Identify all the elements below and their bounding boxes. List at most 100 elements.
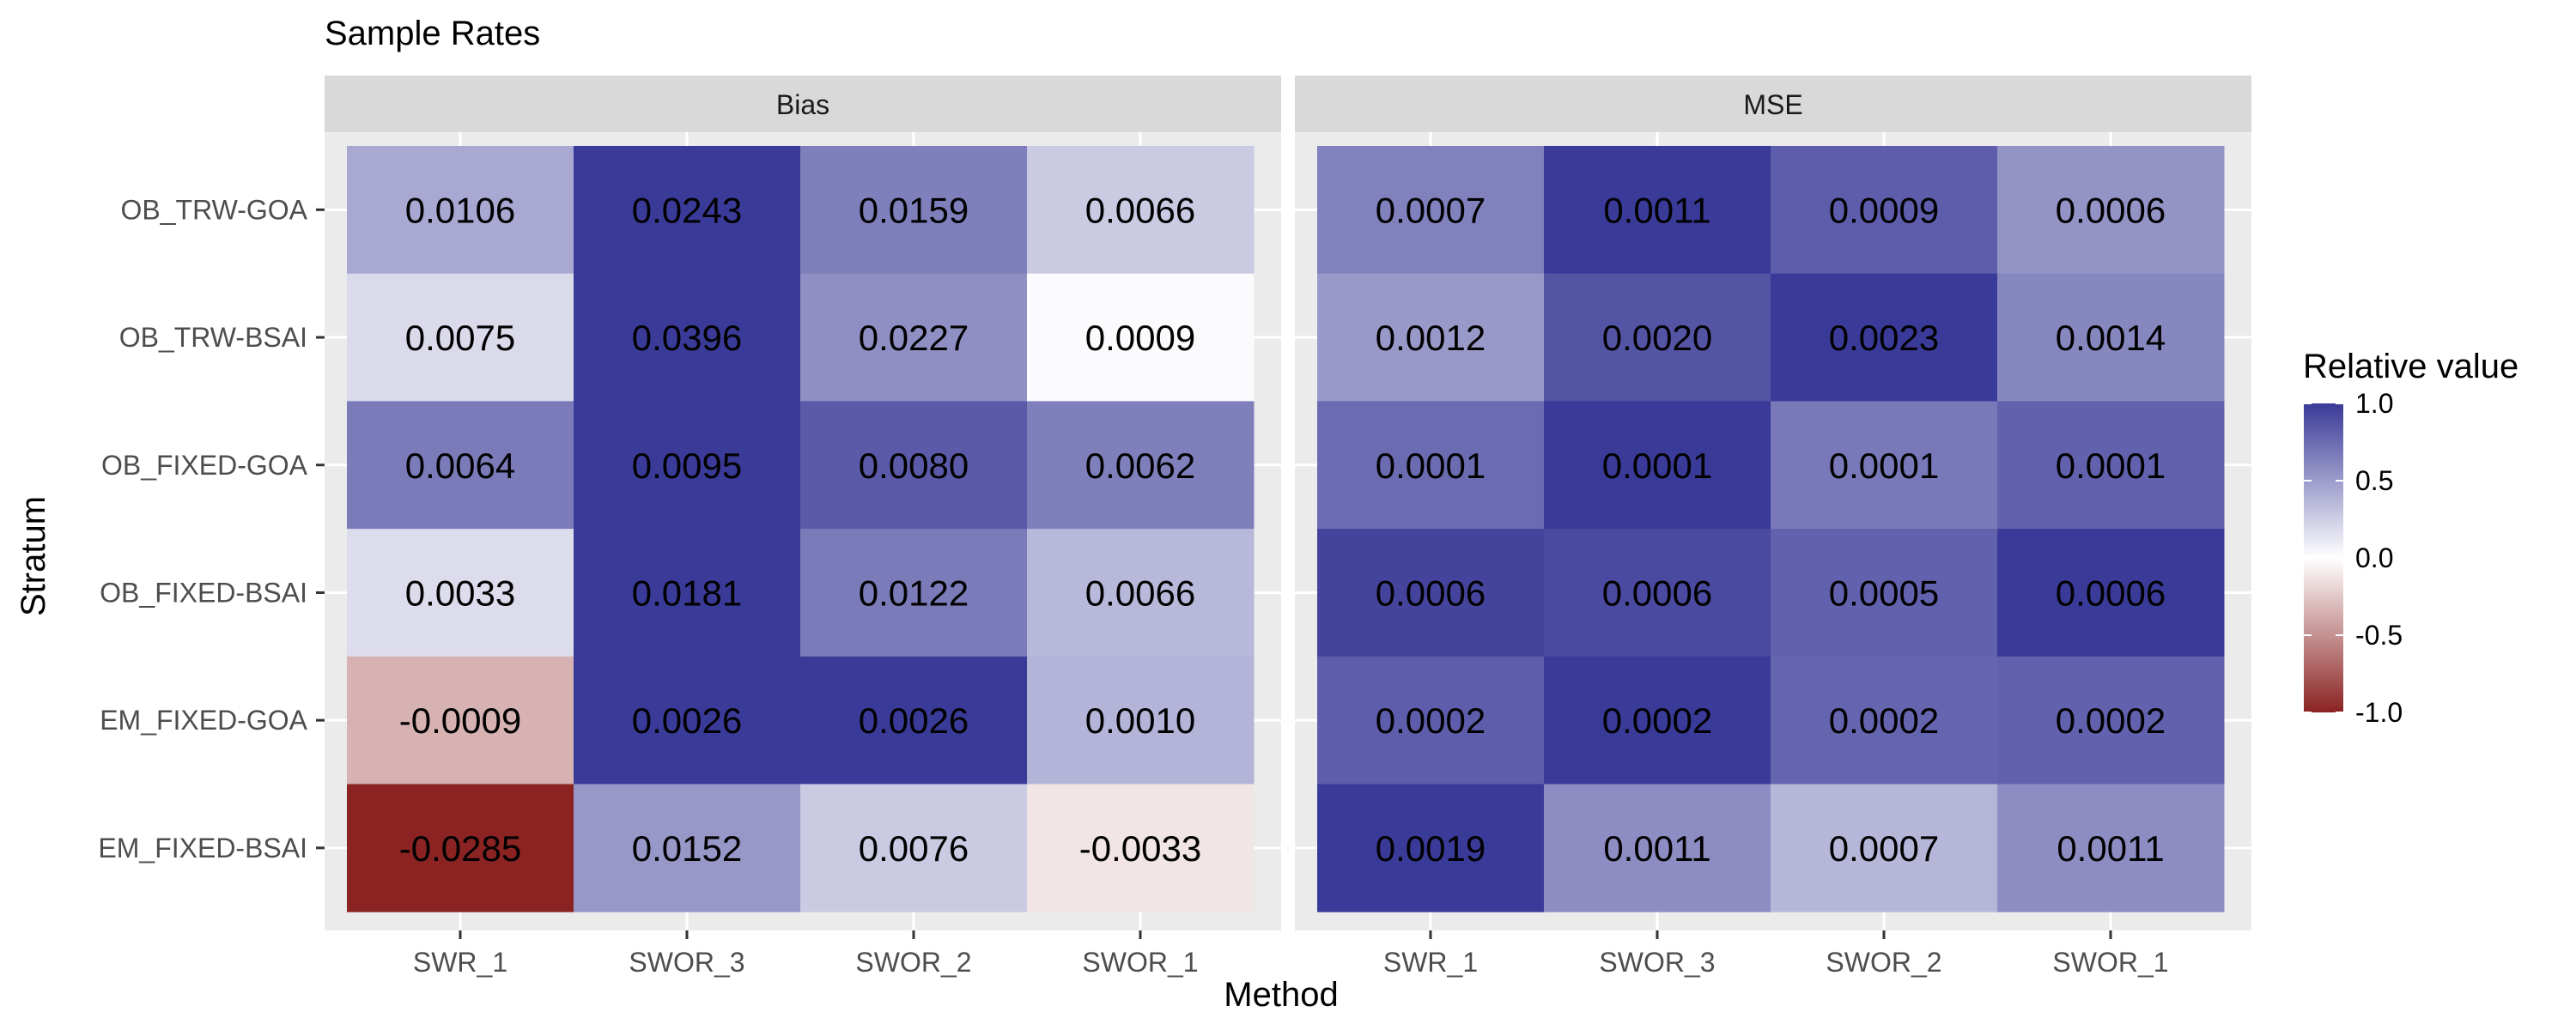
heatmap-cell <box>574 273 801 402</box>
cell-value-label: 0.0002 <box>1829 700 1939 741</box>
heatmap-cell <box>1544 656 1771 785</box>
cell-value-label: 0.0007 <box>1829 828 1939 869</box>
heatmap-cell <box>574 784 801 912</box>
heatmap-cell <box>347 784 574 912</box>
cell-value-label: 0.0396 <box>632 318 742 358</box>
cell-value-label: 0.0066 <box>1085 573 1195 613</box>
cell-value-label: -0.0009 <box>399 700 521 741</box>
cell-value-label: 0.0076 <box>859 828 969 869</box>
heatmap-cell <box>1997 401 2225 530</box>
legend-tick-label: 1.0 <box>2355 388 2393 419</box>
heatmap-cell <box>1027 529 1255 657</box>
heatmap-cell <box>1771 273 1998 402</box>
heatmap-cell <box>1771 656 1998 785</box>
y-tick-label: OB_FIXED-GOA <box>101 450 308 481</box>
cell-value-label: 0.0001 <box>2056 445 2166 486</box>
heatmap-cell <box>347 656 574 785</box>
cell-value-label: 0.0122 <box>859 573 969 613</box>
x-tick-label: SWOR_3 <box>629 947 744 978</box>
heatmap-cell <box>1317 401 1545 530</box>
cell-value-label: 0.0075 <box>405 318 515 358</box>
heatmap-cell <box>1997 656 2225 785</box>
cell-value-label: 0.0010 <box>1085 700 1195 741</box>
heatmap-cell <box>347 529 574 657</box>
facet-strip-label: MSE <box>1743 89 1802 120</box>
heatmap-cell <box>800 656 1028 785</box>
x-tick-label: SWOR_2 <box>1826 947 1941 978</box>
x-tick-label: SWR_1 <box>413 947 507 978</box>
heatmap-cell <box>574 656 801 785</box>
heatmap-cell <box>1771 529 1998 657</box>
cell-value-label: 0.0002 <box>2056 700 2166 741</box>
cell-value-label: 0.0080 <box>859 445 969 486</box>
cell-value-label: 0.0009 <box>1085 318 1195 358</box>
y-tick-label: EM_FIXED-GOA <box>100 705 307 736</box>
heatmap-cell <box>347 146 574 275</box>
cell-value-label: 0.0023 <box>1829 318 1939 358</box>
cell-value-label: 0.0002 <box>1376 700 1485 741</box>
cell-value-label: 0.0152 <box>632 828 742 869</box>
facet-panel-mse: MSE 0.0007 0.0011 0.0009 0.0006 0.0012 0.0020 0… <box>1295 76 2251 930</box>
x-tick-label: SWOR_2 <box>855 947 971 978</box>
heatmap-cell <box>1027 401 1255 530</box>
y-tick-label: OB_TRW-GOA <box>120 194 307 225</box>
color-legend: Relative value 1.0 0.5 0.0 -0.5 -1.0 <box>2303 348 2518 728</box>
cell-value-label: 0.0012 <box>1376 318 1485 358</box>
x-tick-label: SWOR_1 <box>2052 947 2168 978</box>
heatmap-cell <box>1544 529 1771 657</box>
heatmap-cell <box>1317 529 1545 657</box>
cell-value-label: 0.0019 <box>1376 828 1485 869</box>
cell-value-label: 0.0006 <box>1602 573 1712 613</box>
y-axis: OB_TRW-GOA OB_TRW-BSAI OB_FIXED-GOA OB_FIXE… <box>98 194 325 863</box>
cell-value-label: 0.0227 <box>859 318 969 358</box>
cell-value-label: 0.0006 <box>2056 190 2166 230</box>
cell-value-label: 0.0002 <box>1602 700 1712 741</box>
cell-value-label: 0.0001 <box>1602 445 1712 486</box>
cell-value-label: 0.0001 <box>1829 445 1939 486</box>
heatmap-cell <box>1317 656 1545 785</box>
cell-value-label: 0.0011 <box>1603 190 1710 230</box>
cell-value-label: 0.0001 <box>1376 445 1485 486</box>
cell-value-label: 0.0005 <box>1829 573 1939 613</box>
heatmap-cell <box>1771 146 1998 275</box>
legend-tick-label: -1.0 <box>2355 697 2403 728</box>
heatmap-cell <box>1771 401 1998 530</box>
cell-value-label: 0.0026 <box>632 700 742 741</box>
heatmap-cell <box>347 273 574 402</box>
heatmap-cell <box>347 401 574 530</box>
heatmap-cell <box>1317 784 1545 912</box>
cell-value-label: 0.0064 <box>405 445 515 486</box>
heatmap-cell <box>800 273 1028 402</box>
cell-value-label: 0.0106 <box>405 190 515 230</box>
cell-value-label: 0.0243 <box>632 190 742 230</box>
facet-strip <box>325 76 1281 132</box>
x-tick-label: SWR_1 <box>1383 947 1478 978</box>
heatmap-cell <box>574 529 801 657</box>
heatmap-cell <box>1997 146 2225 275</box>
cell-value-label: 0.0062 <box>1085 445 1195 486</box>
heatmap-cell <box>1027 656 1255 785</box>
cell-value-label: 0.0011 <box>2057 828 2164 869</box>
heatmap-cell <box>1997 273 2225 402</box>
cell-value-label: -0.0285 <box>399 828 521 869</box>
facet-panel-bias: Bias 0.0106 0.0243 0.0159 0.0066 0.0075 0.0396… <box>325 76 1281 930</box>
cell-value-label: 0.0159 <box>859 190 969 230</box>
legend-title: Relative value <box>2303 348 2518 385</box>
cell-value-label: -0.0033 <box>1079 828 1201 869</box>
cell-value-label: 0.0011 <box>1603 828 1710 869</box>
legend-tick-label: 0.0 <box>2355 542 2393 573</box>
heatmap-cell <box>800 401 1028 530</box>
heatmap-cell <box>1997 529 2225 657</box>
y-tick-label: OB_TRW-BSAI <box>119 322 307 353</box>
heatmap-cell <box>1027 146 1255 275</box>
cell-value-label: 0.0095 <box>632 445 742 486</box>
cell-value-label: 0.0009 <box>1829 190 1939 230</box>
heatmap-cell <box>1544 784 1771 912</box>
x-tick-label: SWOR_1 <box>1082 947 1198 978</box>
heatmap-cell <box>574 146 801 275</box>
cell-value-label: 0.0033 <box>405 573 515 613</box>
x-axis: SWR_1 SWOR_3 SWOR_2 SWOR_1 SWR_1 SWOR_3 SWOR_2… <box>413 930 2169 978</box>
heatmap-cell <box>1544 146 1771 275</box>
y-tick-label: EM_FIXED-BSAI <box>98 833 307 863</box>
